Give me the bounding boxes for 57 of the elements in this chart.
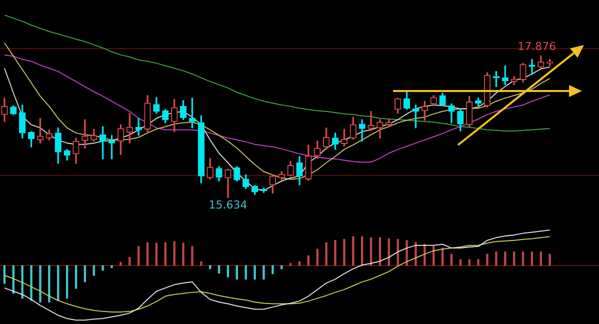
bar [343, 238, 346, 266]
bar [325, 242, 328, 266]
bar [334, 240, 336, 266]
bar [280, 265, 283, 270]
bar [155, 242, 158, 266]
bar [459, 259, 462, 266]
bar [218, 265, 220, 274]
bar [3, 265, 6, 284]
bar [236, 265, 238, 280]
bar [39, 265, 42, 302]
bar [352, 236, 354, 266]
bar [512, 252, 516, 266]
bar [307, 255, 310, 266]
candlestick [135, 118, 142, 136]
bar [244, 265, 247, 280]
bar [182, 242, 184, 266]
bar [128, 257, 131, 266]
bar [298, 261, 301, 266]
bar [495, 252, 498, 266]
bar [262, 265, 265, 280]
bar [120, 262, 122, 266]
bar [173, 241, 176, 266]
bar [102, 265, 104, 271]
bar [110, 265, 113, 268]
bar [522, 252, 524, 266]
bar [92, 265, 95, 276]
bar [200, 261, 202, 266]
bar [540, 252, 542, 266]
candlestick [82, 119, 88, 148]
bar [486, 254, 488, 266]
bar [146, 242, 149, 266]
bar [209, 265, 212, 270]
bar [74, 265, 78, 289]
bar [289, 263, 292, 266]
bar [84, 265, 86, 282]
bar [57, 265, 60, 301]
bar [548, 254, 551, 266]
bar [191, 246, 194, 266]
bar [48, 265, 50, 302]
bar [477, 259, 480, 266]
bar [164, 242, 166, 266]
bar [406, 240, 408, 266]
candlestick [368, 111, 374, 131]
bar [137, 246, 140, 266]
bar [254, 265, 256, 280]
annotation: 15.634 [208, 198, 248, 212]
bar [530, 252, 534, 266]
bar [316, 248, 318, 266]
bar [450, 254, 453, 266]
bar [504, 252, 506, 266]
annotation: 17.876 [518, 40, 556, 54]
bar [66, 265, 68, 299]
bar [414, 242, 417, 266]
bar [468, 259, 470, 266]
bar [272, 265, 274, 274]
bar [30, 265, 32, 301]
bar [226, 265, 230, 278]
